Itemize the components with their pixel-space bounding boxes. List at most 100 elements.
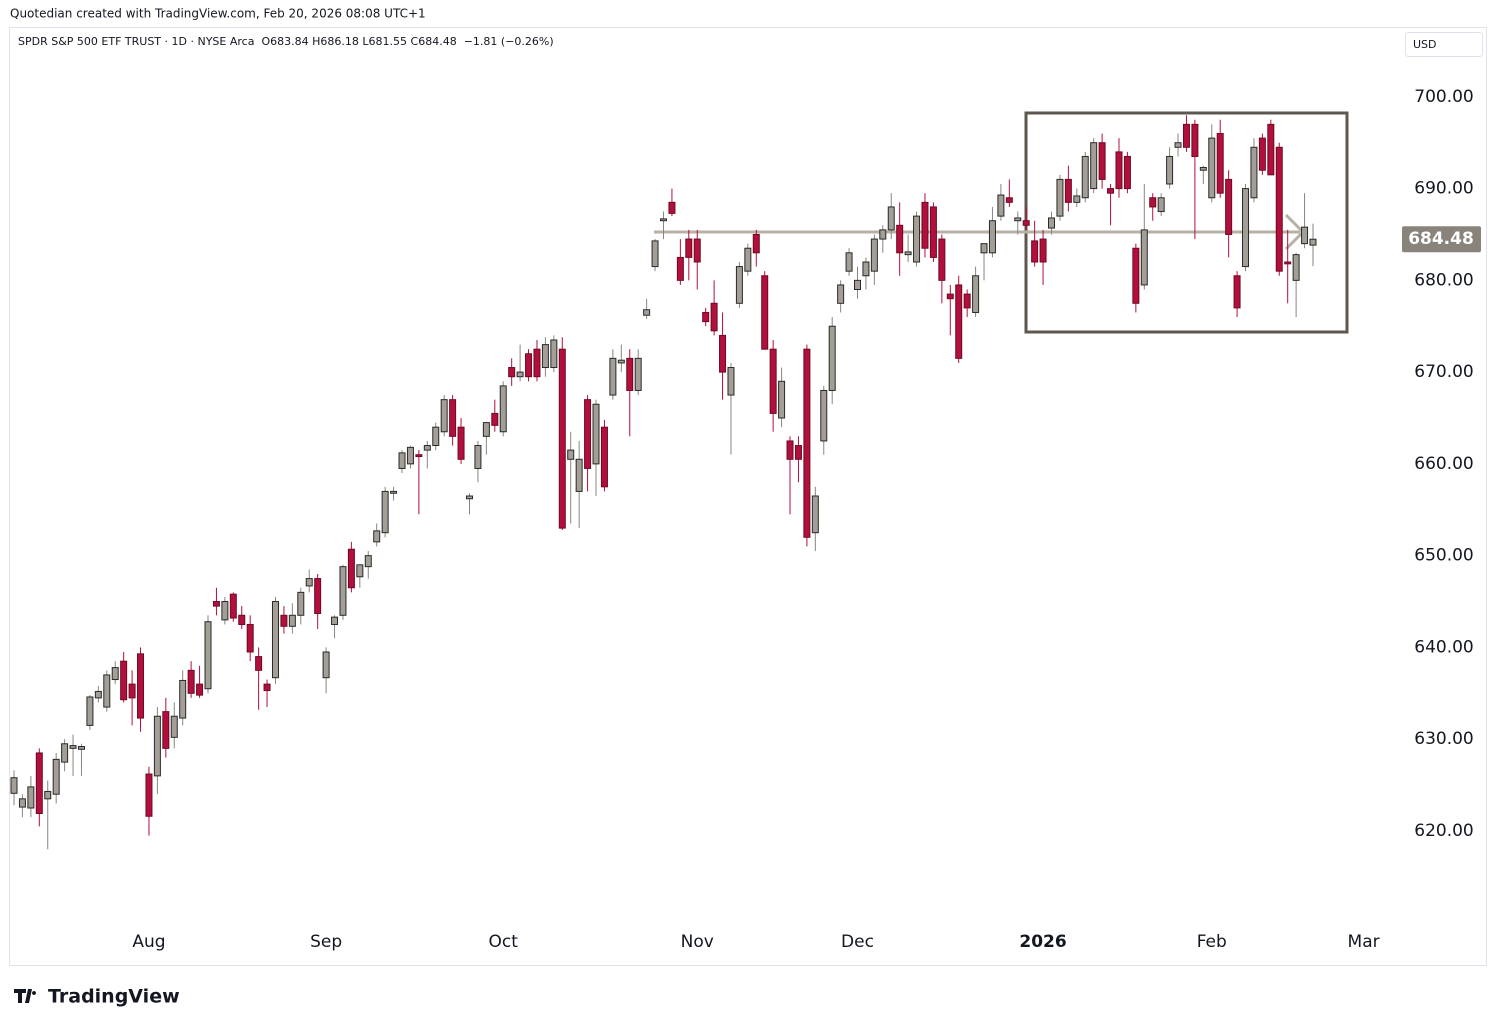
candle-body <box>263 683 271 692</box>
ohlc: O683.84 H686.18 L681.55 C684.48 <box>261 35 460 48</box>
candle-body <box>828 325 836 391</box>
candle-body <box>870 238 878 272</box>
candle-body <box>1140 229 1148 286</box>
candle-body <box>963 293 971 309</box>
credit: Quotedian created with TradingView.com, … <box>10 7 426 21</box>
candle-body <box>44 790 52 800</box>
candle-body <box>1039 238 1047 263</box>
candle-body <box>482 422 490 437</box>
candle-body <box>1073 195 1081 203</box>
candle-body <box>474 445 482 469</box>
candle-body <box>525 353 533 378</box>
candle-body <box>1031 240 1039 263</box>
candle-body <box>1208 137 1216 199</box>
candle-body <box>339 566 347 616</box>
candle-body <box>381 490 389 534</box>
logo-icon <box>14 989 37 1003</box>
candle-body <box>761 275 769 350</box>
candle-body <box>347 548 355 589</box>
candle-body <box>440 399 448 433</box>
candle-body <box>719 334 727 373</box>
candle-body <box>533 348 541 378</box>
candle-body <box>1090 142 1098 190</box>
candle-body <box>592 403 600 465</box>
candle-body <box>196 683 204 696</box>
candle-body <box>61 743 69 763</box>
candle-body <box>364 555 372 568</box>
candle-body <box>1275 146 1283 272</box>
candle-body <box>735 266 743 304</box>
candle-body <box>980 243 988 254</box>
candle-body <box>1123 155 1131 190</box>
last-price: 684.48 <box>1408 229 1474 249</box>
candle-body <box>558 348 566 529</box>
candle-body <box>988 220 996 254</box>
candle-body <box>373 530 381 543</box>
candle-body <box>685 238 693 258</box>
candle-body <box>786 440 794 460</box>
currency-box[interactable] <box>1405 32 1483 57</box>
candle-body <box>491 412 499 426</box>
candle-body <box>1157 197 1165 213</box>
candle-body <box>1048 217 1056 229</box>
candle-body <box>550 339 558 369</box>
candle-body <box>398 452 406 469</box>
y-tick-label: 620.00 <box>1414 821 1473 841</box>
candle-body <box>465 495 473 500</box>
candle-body <box>229 593 237 619</box>
candle-body <box>1182 123 1190 148</box>
candle-body <box>727 367 735 396</box>
candle-body <box>820 389 828 442</box>
candle-body <box>449 399 457 437</box>
candle-body <box>955 284 963 359</box>
candle-body <box>854 279 861 291</box>
candle-body <box>103 674 111 708</box>
candle-body <box>744 247 752 272</box>
change: −1.81 (−0.26%) <box>463 35 554 48</box>
currency: USD <box>1413 38 1437 51</box>
candle-body <box>288 614 296 627</box>
candle-body <box>778 380 786 419</box>
candle-body <box>710 302 718 332</box>
candle-body <box>52 758 60 795</box>
logo: TradingView <box>48 986 180 1008</box>
candle-body <box>617 359 625 364</box>
candle-body <box>752 233 760 254</box>
x-tick-label: Mar <box>1348 932 1380 952</box>
candle-body <box>179 679 187 719</box>
candle-body <box>1258 137 1266 171</box>
y-tick-label: 660.00 <box>1414 454 1473 474</box>
candle-body <box>356 564 364 578</box>
candle-body <box>634 357 642 391</box>
candle-body <box>609 357 617 396</box>
candle-body <box>879 229 887 240</box>
candle-body <box>575 458 583 492</box>
candle-body <box>567 449 575 460</box>
candle-body <box>10 777 18 794</box>
candle-body <box>170 715 178 738</box>
x-tick-label: 2026 <box>1019 932 1066 952</box>
candle-body <box>913 215 921 263</box>
candle-body <box>811 495 819 534</box>
candle-body <box>137 653 145 719</box>
candle-body <box>1014 217 1022 222</box>
candle-body <box>1056 178 1064 217</box>
candle-body <box>305 578 313 587</box>
ohlc-label: L <box>362 35 369 48</box>
candle-body <box>1149 197 1157 208</box>
candle-body <box>314 578 322 614</box>
y-tick-label: 700.00 <box>1414 87 1473 107</box>
candle-body <box>35 752 43 815</box>
candle-body <box>331 616 339 625</box>
candle-body <box>212 601 220 607</box>
candle-body <box>837 284 845 304</box>
candle-body <box>162 711 170 749</box>
candle-body <box>297 591 305 616</box>
symbol-line: SPDR S&P 500 ETF TRUST · 1D · NYSE Arca … <box>18 35 554 48</box>
candle-body <box>1064 178 1072 203</box>
candle-body <box>246 623 254 653</box>
candle-body <box>676 256 684 281</box>
candle-body <box>1292 254 1300 281</box>
candle-body <box>1199 166 1207 171</box>
candle-body <box>626 357 634 391</box>
